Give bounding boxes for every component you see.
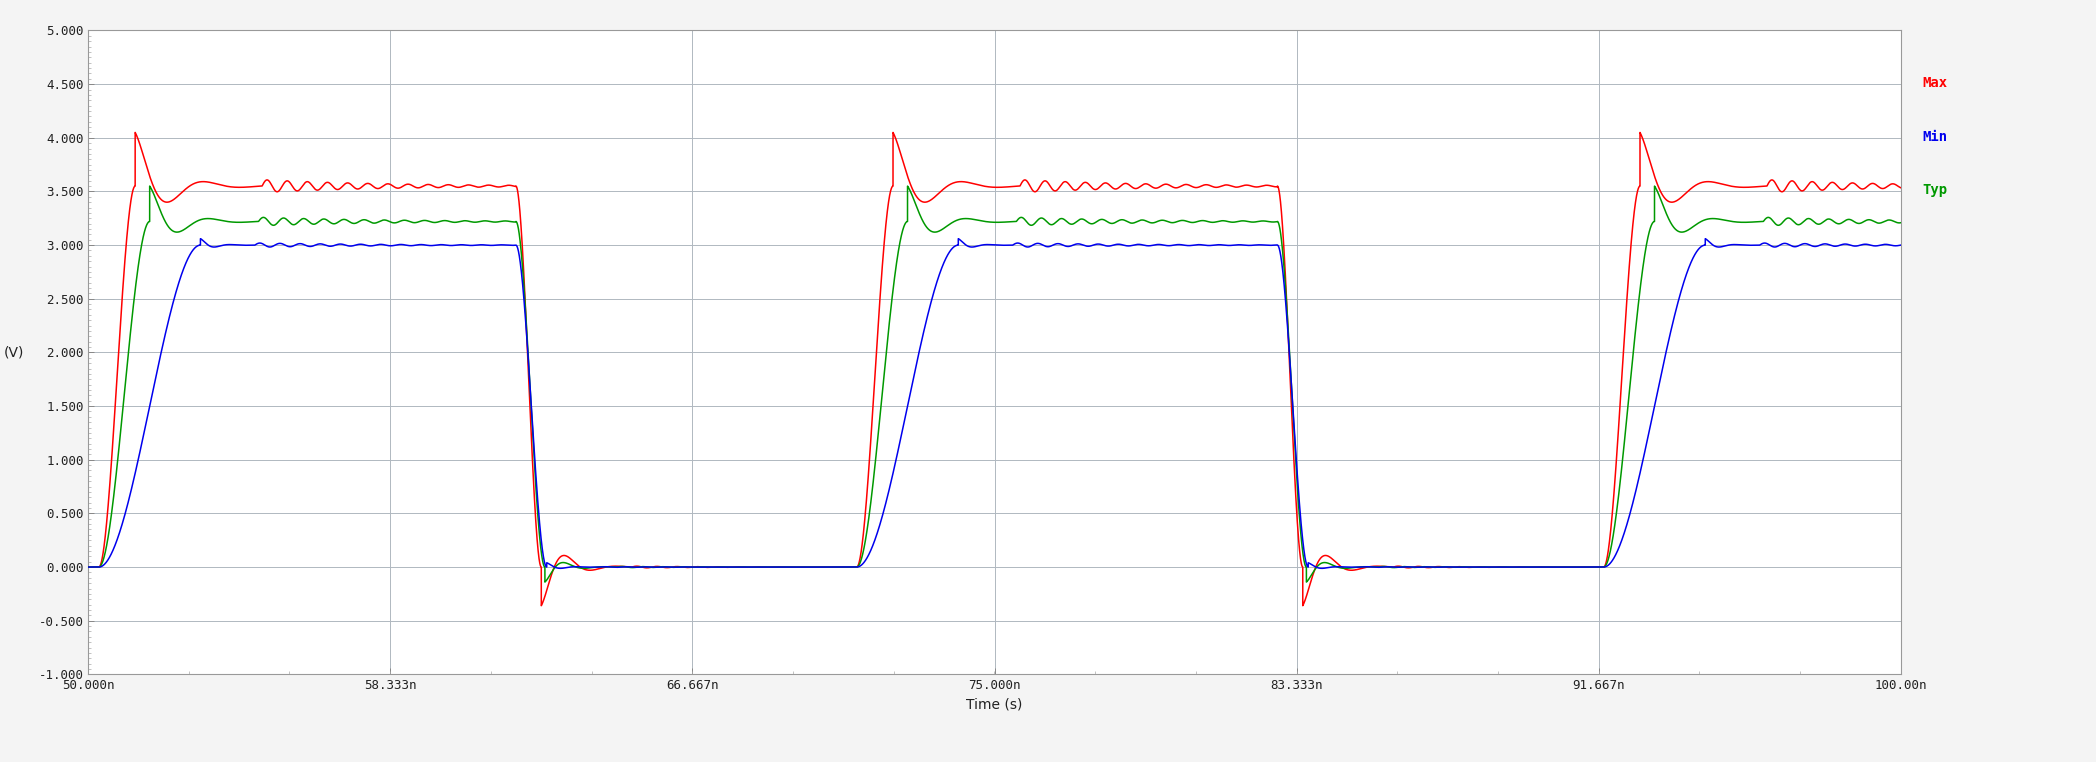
Text: Min: Min [1922, 130, 1947, 143]
Text: Typ: Typ [1922, 183, 1947, 197]
Text: Max: Max [1922, 76, 1947, 90]
X-axis label: Time (s): Time (s) [966, 697, 1023, 711]
Y-axis label: (V): (V) [4, 345, 23, 360]
